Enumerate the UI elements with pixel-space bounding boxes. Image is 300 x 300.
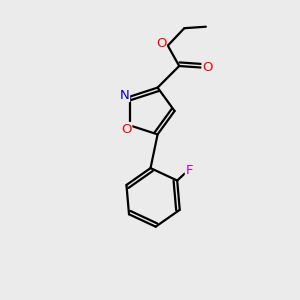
Text: F: F [185,164,193,176]
Text: N: N [120,88,130,101]
Text: O: O [156,37,166,50]
Text: O: O [121,123,132,136]
Text: O: O [202,61,213,74]
